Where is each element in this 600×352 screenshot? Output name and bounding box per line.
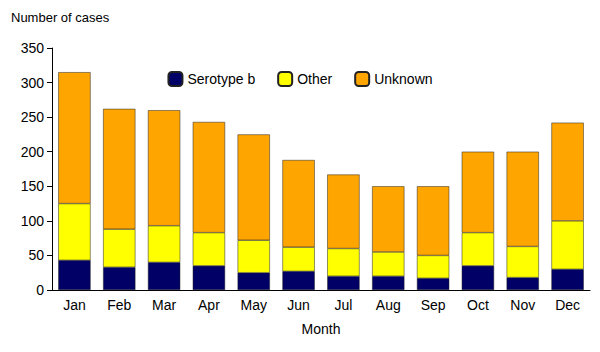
svg-text:Feb: Feb	[107, 297, 131, 313]
svg-text:0: 0	[36, 282, 44, 298]
svg-text:100: 100	[21, 213, 45, 229]
svg-text:Dec: Dec	[555, 297, 580, 313]
svg-text:Aug: Aug	[376, 297, 401, 313]
svg-text:200: 200	[21, 144, 45, 160]
svg-text:Other: Other	[297, 71, 332, 87]
svg-text:250: 250	[21, 109, 45, 125]
svg-text:Jan: Jan	[63, 297, 86, 313]
svg-text:Serotype b: Serotype b	[187, 71, 255, 87]
svg-text:Month: Month	[302, 321, 341, 337]
svg-text:Jun: Jun	[287, 297, 310, 313]
svg-text:50: 50	[28, 247, 44, 263]
svg-text:Sep: Sep	[421, 297, 446, 313]
svg-text:May: May	[241, 297, 267, 313]
svg-text:300: 300	[21, 75, 45, 91]
svg-text:Jul: Jul	[334, 297, 352, 313]
svg-text:Number of cases: Number of cases	[11, 10, 110, 25]
svg-text:Nov: Nov	[510, 297, 535, 313]
svg-text:150: 150	[21, 178, 45, 194]
svg-text:Unknown: Unknown	[374, 71, 432, 87]
svg-text:Apr: Apr	[198, 297, 220, 313]
svg-text:Mar: Mar	[152, 297, 176, 313]
svg-text:350: 350	[21, 40, 45, 56]
svg-text:Oct: Oct	[467, 297, 489, 313]
